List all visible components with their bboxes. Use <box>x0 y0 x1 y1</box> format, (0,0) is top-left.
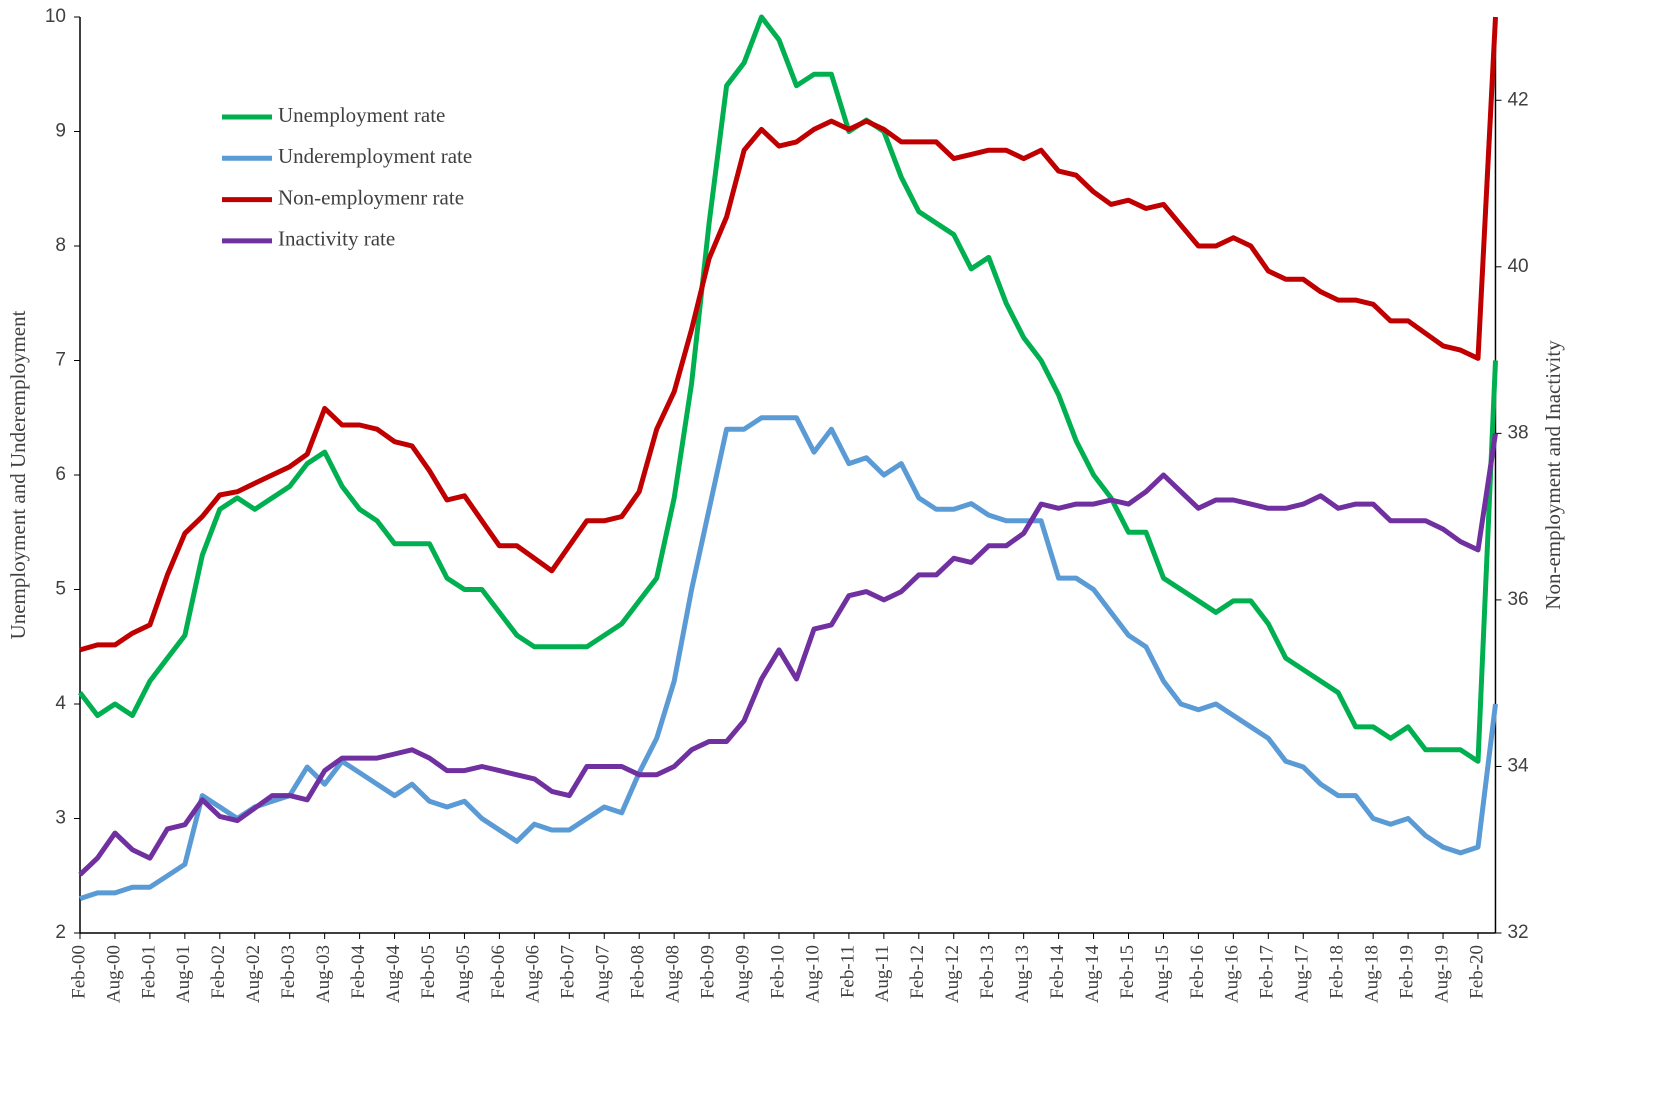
x-tick-label: Feb-20 <box>1466 945 1487 999</box>
y-tick-label: 9 <box>55 121 66 142</box>
x-tick-label: Aug-18 <box>1362 945 1383 1003</box>
x-tick-label: Feb-19 <box>1396 945 1417 999</box>
x-tick-label: Aug-08 <box>663 945 684 1003</box>
x-tick-label: Feb-13 <box>977 945 998 999</box>
x-tick-label: Feb-03 <box>278 945 299 999</box>
y-tick-label: 6 <box>55 464 66 485</box>
series-line <box>79 415 1498 901</box>
x-tick-label: Feb-02 <box>208 945 229 999</box>
y2-axis-label: Non-employment and Inactivity <box>1541 340 1565 610</box>
y-tick-label: 10 <box>45 6 66 27</box>
y-tick-label: 2 <box>55 922 66 943</box>
y2-tick-label: 36 <box>1507 589 1528 610</box>
legend-label: Non-employmenr rate <box>278 185 464 209</box>
x-tick-label: Aug-17 <box>1292 945 1313 1003</box>
legend-label: Inactivity rate <box>278 227 395 251</box>
x-tick-label: Feb-09 <box>697 945 718 999</box>
x-tick-label: Aug-19 <box>1431 945 1452 1003</box>
x-tick-label: Feb-01 <box>138 945 159 999</box>
y-axis-label: Unemployment and Underemployment <box>6 310 30 639</box>
x-tick-label: Aug-04 <box>383 945 404 1004</box>
x-tick-label: Aug-02 <box>243 945 264 1003</box>
x-tick-label: Aug-09 <box>732 945 753 1003</box>
x-tick-label: Aug-06 <box>523 945 544 1003</box>
y-tick-label: 3 <box>55 808 66 829</box>
y-tick-label: 5 <box>55 579 66 600</box>
legend-label: Unemployment rate <box>278 103 445 127</box>
x-tick-label: Aug-14 <box>1082 945 1103 1004</box>
x-tick-label: Feb-00 <box>68 945 89 999</box>
x-tick-label: Feb-08 <box>628 945 649 999</box>
x-tick-label: Aug-13 <box>1012 945 1033 1003</box>
x-tick-label: Aug-07 <box>593 945 614 1003</box>
y2-tick-label: 42 <box>1507 89 1528 110</box>
series-line <box>78 14 1498 764</box>
x-tick-label: Aug-15 <box>1152 945 1173 1003</box>
x-tick-label: Aug-12 <box>942 945 963 1003</box>
x-tick-label: Feb-15 <box>1117 945 1138 999</box>
x-tick-label: Aug-03 <box>313 945 334 1003</box>
x-tick-label: Feb-17 <box>1257 945 1278 999</box>
x-tick-label: Feb-18 <box>1327 945 1348 999</box>
y-tick-label: 8 <box>55 235 66 256</box>
x-tick-label: Feb-04 <box>348 945 369 999</box>
x-tick-label: Feb-06 <box>488 945 509 999</box>
y-tick-label: 7 <box>55 350 66 371</box>
series-line <box>78 433 1498 877</box>
y2-tick-label: 38 <box>1507 422 1528 443</box>
x-tick-label: Feb-05 <box>418 945 439 999</box>
series-line <box>79 16 1498 653</box>
x-tick-label: Feb-12 <box>907 945 928 999</box>
x-tick-label: Aug-16 <box>1222 945 1243 1003</box>
y2-tick-label: 40 <box>1507 256 1528 277</box>
y2-tick-label: 34 <box>1507 755 1529 776</box>
x-tick-label: Aug-01 <box>173 945 194 1003</box>
x-tick-label: Feb-14 <box>1047 945 1068 999</box>
x-tick-label: Aug-05 <box>453 945 474 1003</box>
x-tick-label: Feb-16 <box>1187 945 1208 999</box>
x-tick-label: Feb-07 <box>558 945 579 999</box>
x-tick-label: Aug-11 <box>872 945 893 1002</box>
y-tick-label: 4 <box>55 693 66 714</box>
x-tick-label: Aug-00 <box>103 945 124 1003</box>
x-tick-label: Aug-10 <box>802 945 823 1003</box>
x-tick-label: Feb-10 <box>767 945 788 999</box>
legend-label: Underemployment rate <box>278 144 472 168</box>
x-tick-label: Feb-11 <box>837 945 858 998</box>
y2-tick-label: 32 <box>1507 922 1528 943</box>
